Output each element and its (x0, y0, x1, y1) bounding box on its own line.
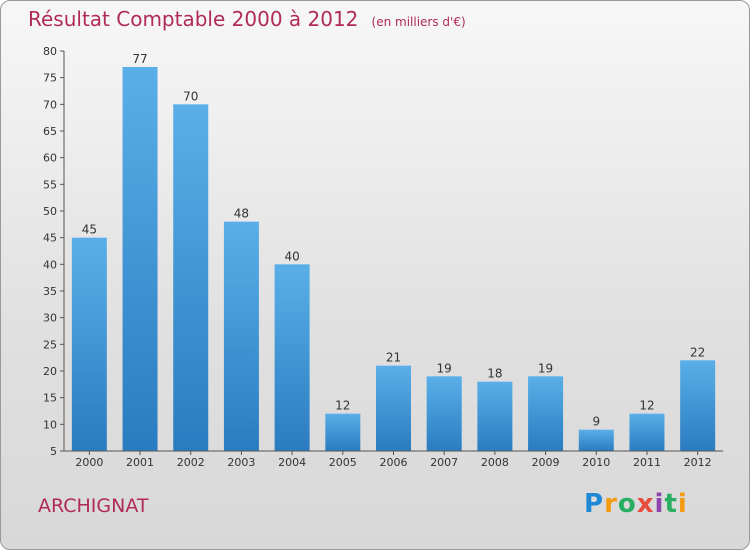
y-tick-label: 55 (43, 178, 57, 191)
bar-2011 (629, 413, 665, 451)
x-tick-label: 2000 (75, 456, 103, 469)
bar-value-label: 70 (183, 89, 198, 103)
x-tick-label: 2004 (278, 456, 306, 469)
bar-2009 (528, 376, 564, 451)
bar-2010 (578, 429, 614, 451)
y-tick-label: 65 (43, 125, 57, 138)
y-tick-label: 5 (50, 445, 57, 458)
y-tick-label: 50 (43, 205, 57, 218)
bar-value-label: 22 (690, 345, 705, 359)
bar-series: 45 77 70 48 40 12 21 19 18 19 9 12 22 (71, 52, 716, 451)
logo-letter: t (664, 489, 678, 519)
y-tick-label: 35 (43, 285, 57, 298)
logo-letter: i (677, 489, 688, 519)
x-axis: 2000 2001 2002 2003 2004 2005 2006 2007 2008 2009… (64, 450, 723, 469)
y-tick-label: 45 (43, 232, 57, 245)
logo-letter: r (604, 489, 618, 519)
y-tick-label: 30 (43, 312, 57, 325)
place-name: ARCHIGNAT (38, 495, 149, 517)
y-tick-label: 40 (43, 258, 57, 271)
chart-unit-note: (en milliers d'€) (371, 15, 466, 29)
bar-2004 (274, 264, 310, 451)
x-tick-label: 2009 (532, 456, 560, 469)
y-tick-label: 25 (43, 338, 57, 351)
bar-2008 (477, 381, 513, 451)
y-tick-label: 15 (43, 392, 57, 405)
bar-value-label: 21 (386, 351, 401, 365)
x-tick-label: 2010 (582, 456, 610, 469)
bar-2007 (426, 376, 462, 451)
proxiti-logo: Proxiti (584, 489, 688, 519)
y-axis: 5 10 15 20 25 30 35 40 45 50 55 60 65 70 75 80 (43, 45, 65, 458)
x-tick-label: 2008 (481, 456, 509, 469)
chart-title-block: Résultat Comptable 2000 à 2012 (en milli… (28, 7, 466, 31)
y-tick-label: 60 (43, 152, 57, 165)
bar-value-label: 19 (437, 361, 452, 375)
x-tick-label: 2002 (177, 456, 205, 469)
bar-2005 (325, 413, 361, 451)
logo-letter: i (654, 489, 665, 519)
x-tick-label: 2007 (430, 456, 458, 469)
bar-2006 (376, 365, 411, 451)
y-tick-label: 75 (43, 72, 57, 85)
x-tick-label: 2011 (633, 456, 661, 469)
bar-value-label: 45 (82, 223, 97, 237)
x-tick-label: 2012 (684, 456, 712, 469)
y-tick-label: 10 (43, 418, 57, 431)
logo-letter: P (584, 489, 605, 519)
bar-2001 (122, 67, 158, 451)
bar-value-label: 48 (234, 207, 249, 221)
y-tick-label: 70 (43, 98, 57, 111)
logo-letter: o (617, 489, 637, 519)
x-tick-label: 2005 (329, 456, 357, 469)
y-tick-label: 20 (43, 365, 57, 378)
bar-value-label: 77 (132, 52, 147, 66)
bar-value-label: 18 (487, 367, 502, 381)
bar-2000 (71, 237, 107, 451)
bar-value-label: 19 (538, 361, 553, 375)
bar-2002 (173, 104, 209, 451)
bar-2003 (223, 221, 259, 451)
chart-title: Résultat Comptable 2000 à 2012 (28, 7, 359, 31)
bar-value-label: 9 (592, 415, 600, 429)
bar-value-label: 12 (335, 399, 350, 413)
x-tick-label: 2003 (227, 456, 255, 469)
bar-value-label: 40 (284, 249, 299, 263)
y-tick-label: 80 (43, 45, 57, 58)
logo-letter: x (636, 489, 655, 519)
bar-value-label: 12 (639, 399, 654, 413)
bar-2012 (680, 360, 716, 451)
x-tick-label: 2006 (380, 456, 408, 469)
x-tick-label: 2001 (126, 456, 154, 469)
